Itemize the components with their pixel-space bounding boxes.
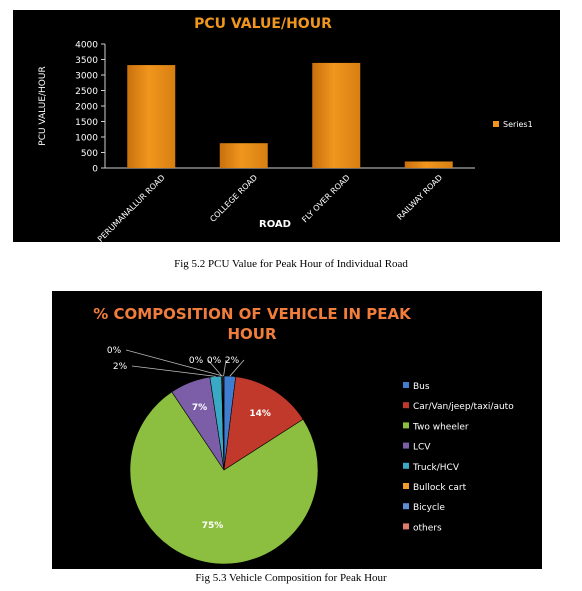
x-tick-label: PERUMANALLUR ROAD <box>96 173 167 242</box>
legend-swatch-bus <box>403 382 409 388</box>
pie-slice-two-wheeler <box>129 391 319 565</box>
legend-swatch-two-wheeler <box>403 422 409 429</box>
pie-leader-line <box>131 365 216 377</box>
pie-data-label: 0% <box>207 356 222 366</box>
legend-label-bus: Bus <box>413 382 430 392</box>
bar-fly-over-road <box>312 62 361 168</box>
pie-slice-car-van-jeep-taxi-auto <box>223 376 304 471</box>
chart-title: PCU VALUE/HOUR <box>194 16 332 32</box>
pie-data-label: 14% <box>249 409 271 419</box>
bar-perumanallur-road <box>127 65 176 168</box>
y-tick-label: 3000 <box>75 72 98 82</box>
legend-swatch-others <box>403 523 409 530</box>
pie-leader-line <box>125 349 223 377</box>
pie-data-label: 2% <box>225 356 240 366</box>
pie-data-label: 0% <box>189 356 204 366</box>
pie-leader-line <box>229 359 245 377</box>
pie-data-label: 0% <box>107 346 122 356</box>
x-axis-label: ROAD <box>259 219 291 230</box>
vehicle-composition-pie-svg: % COMPOSITION OF VEHICLE IN PEAK HOUR 14% 7… <box>93 305 514 565</box>
legend-label-series1: Series1 <box>503 120 533 129</box>
legend-swatch-bicycle <box>403 503 409 510</box>
y-tick-label: 1500 <box>75 118 98 128</box>
x-tick-label: COLLEGE ROAD <box>208 173 259 224</box>
y-tick-label: 2500 <box>75 87 98 97</box>
legend-label-car-van-jeep-taxi-auto: Car/Van/jeep/taxi/auto <box>413 402 514 412</box>
legend-swatch-series1 <box>493 121 499 127</box>
pcu-bar-chart: PCU VALUE/HOUR 0 500 1000 1500 2000 2500 3000 35… <box>13 10 560 244</box>
y-tick-label: 2000 <box>75 103 98 113</box>
legend-label-two-wheeler: Two wheeler <box>412 422 469 432</box>
y-tick-label: 1000 <box>75 134 98 144</box>
legend-label-lcv: LCV <box>413 443 431 453</box>
pie-leader-line <box>223 359 227 377</box>
legend-label-others: others <box>413 523 442 533</box>
legend-label-bullock-cart: Bullock cart <box>413 483 467 493</box>
figure-caption-5-2: Fig 5.2 PCU Value for Peak Hour of Indiv… <box>174 258 408 270</box>
x-tick-label: RAILWAY ROAD <box>395 173 444 222</box>
y-tick-label: 4000 <box>75 41 98 51</box>
y-tick-label: 500 <box>81 149 98 159</box>
legend-swatch-lcv <box>403 442 409 449</box>
legend-swatch-car-van-jeep-taxi-auto <box>403 402 409 409</box>
pie-data-label: 7% <box>192 403 207 413</box>
pie-leader-line <box>207 359 223 377</box>
bar-college-road <box>219 143 268 168</box>
y-tick-label: 0 <box>92 165 98 175</box>
bar-railway-road <box>404 161 453 168</box>
x-tick-label: FLY OVER ROAD <box>300 173 351 224</box>
figure-caption-5-3: Fig 5.3 Vehicle Composition for Peak Hou… <box>195 572 387 584</box>
pcu-bar-chart-svg: PCU VALUE/HOUR 0 500 1000 1500 2000 2500 3000 35… <box>38 16 533 244</box>
legend-swatch-bullock-cart <box>403 483 409 489</box>
vehicle-composition-pie-chart: % COMPOSITION OF VEHICLE IN PEAK HOUR 14% 7… <box>52 291 542 569</box>
legend-label-truck-hcv: Truck/HCV <box>412 463 460 473</box>
y-axis-label: PCU VALUE/HOUR <box>38 66 48 145</box>
pie-data-label: 2% <box>113 362 128 372</box>
chart-title-line: HOUR <box>227 325 276 343</box>
legend-swatch-truck-hcv <box>403 462 409 469</box>
chart-title-line: % COMPOSITION OF VEHICLE IN PEAK <box>93 305 412 323</box>
legend-label-bicycle: Bicycle <box>413 503 445 513</box>
pie-data-label: 75% <box>202 521 224 531</box>
y-tick-label: 3500 <box>75 56 98 66</box>
chart-title: % COMPOSITION OF VEHICLE IN PEAK HOUR <box>93 305 412 343</box>
